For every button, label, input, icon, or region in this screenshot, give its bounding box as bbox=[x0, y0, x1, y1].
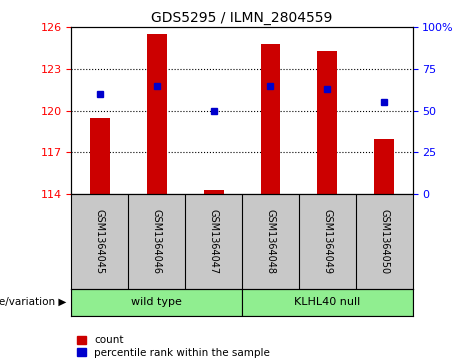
Bar bbox=[90, 118, 110, 194]
Text: GSM1364046: GSM1364046 bbox=[152, 209, 162, 274]
Bar bbox=[147, 34, 167, 194]
Bar bbox=[242, 289, 413, 316]
Text: wild type: wild type bbox=[131, 297, 182, 307]
Text: genotype/variation ▶: genotype/variation ▶ bbox=[0, 297, 67, 307]
Text: GSM1364049: GSM1364049 bbox=[322, 209, 332, 274]
Bar bbox=[260, 44, 280, 194]
Bar bbox=[71, 289, 242, 316]
Bar bbox=[317, 51, 337, 194]
Text: GSM1364050: GSM1364050 bbox=[379, 209, 389, 274]
Text: GSM1364045: GSM1364045 bbox=[95, 209, 105, 274]
Legend: count, percentile rank within the sample: count, percentile rank within the sample bbox=[77, 335, 270, 358]
Text: KLHL40 null: KLHL40 null bbox=[294, 297, 361, 307]
Bar bbox=[204, 190, 224, 194]
Text: GSM1364048: GSM1364048 bbox=[266, 209, 276, 274]
Title: GDS5295 / ILMN_2804559: GDS5295 / ILMN_2804559 bbox=[151, 11, 333, 25]
Bar bbox=[374, 139, 394, 194]
Text: GSM1364047: GSM1364047 bbox=[208, 209, 219, 274]
